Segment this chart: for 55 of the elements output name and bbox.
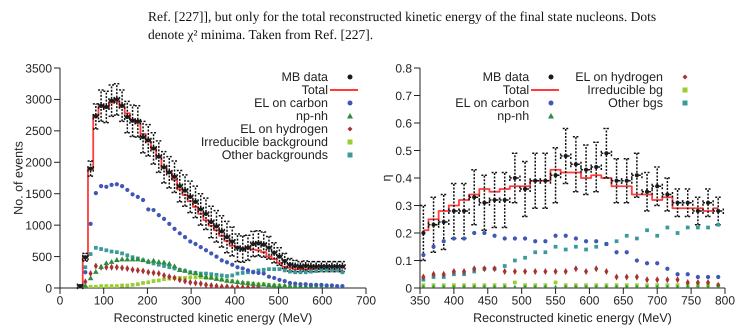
x-tick-label: 450	[478, 294, 498, 308]
x-tick-label: 300	[181, 294, 202, 308]
x-tick-label: 600	[579, 294, 600, 308]
y-tick-label: 0.3	[395, 198, 412, 213]
legend-label: Irreducible bg	[587, 82, 663, 96]
y-tick-label: 1500	[25, 186, 52, 201]
y-tick-label: 1000	[25, 218, 52, 232]
legend-label: Irreducible background	[200, 134, 328, 148]
y-tick-label: 3500	[25, 61, 52, 76]
legend-label: EL on carbon	[254, 96, 328, 110]
y-tick-label: 0.4	[395, 171, 412, 186]
x-tick-label: 200	[137, 294, 158, 308]
legend-label: np-nh	[296, 108, 328, 122]
y-tick-label: 2500	[25, 124, 52, 138]
legend-label: Total	[502, 82, 530, 96]
x-tick-label: 650	[613, 294, 634, 308]
x-tick-label: 500	[268, 294, 289, 308]
y-tick-label: 3000	[25, 92, 52, 107]
x-tick-label: 800	[714, 294, 736, 308]
y-tick-label: 0	[45, 281, 52, 296]
x-tick-label: 0	[56, 294, 64, 308]
y-tick-label: 0.7	[395, 88, 412, 103]
legend-label: EL on hydrogen	[575, 70, 663, 84]
x-tick-label: 750	[681, 294, 702, 308]
text: denote χ² minima. Taken from Ref. [227].	[148, 26, 374, 44]
x-tick-label: 400	[224, 294, 246, 308]
x-tick-label: 700	[647, 294, 668, 308]
x-axis-title: Reconstructed kinetic energy (MeV)	[114, 311, 312, 325]
x-tick-label: 600	[312, 294, 333, 308]
y-tick-label: 0.6	[395, 116, 412, 130]
legend-label: Total	[302, 82, 328, 96]
legend-label: MB data	[281, 70, 328, 84]
text: Ref. [227]], but only for the total reconstructed kinetic energy of the final state nucleons. Dots	[148, 8, 658, 26]
y-tick-label: 500	[32, 250, 52, 264]
legend-label: EL on carbon	[455, 96, 530, 110]
y-tick-label: 0.8	[395, 61, 412, 76]
y-tick-label: 0.1	[395, 254, 412, 268]
y-axis-title: η	[379, 174, 394, 182]
legend-label: EL on hydrogen	[240, 122, 328, 136]
x-axis-title: Reconstructed kinetic energy (MeV)	[473, 311, 672, 325]
legend-label: np-nh	[497, 108, 530, 122]
x-tick-label: 400	[444, 294, 464, 308]
legend-label: MB data	[482, 70, 530, 84]
legend-label: Other backgrounds	[222, 148, 328, 162]
y-tick-label: 2000	[25, 156, 52, 170]
x-tick-label: 100	[94, 294, 114, 308]
y-axis-title: No. of events	[11, 141, 26, 215]
x-tick-label: 500	[512, 294, 532, 308]
y-tick-label: 0	[405, 281, 412, 296]
x-tick-label: 350	[410, 294, 430, 308]
x-tick-label: 700	[356, 294, 376, 308]
y-tick-label: 0.2	[395, 226, 412, 240]
y-tick-label: 0.5	[395, 144, 412, 158]
x-tick-label: 550	[546, 294, 566, 308]
legend-label: Other bgs	[608, 96, 663, 110]
